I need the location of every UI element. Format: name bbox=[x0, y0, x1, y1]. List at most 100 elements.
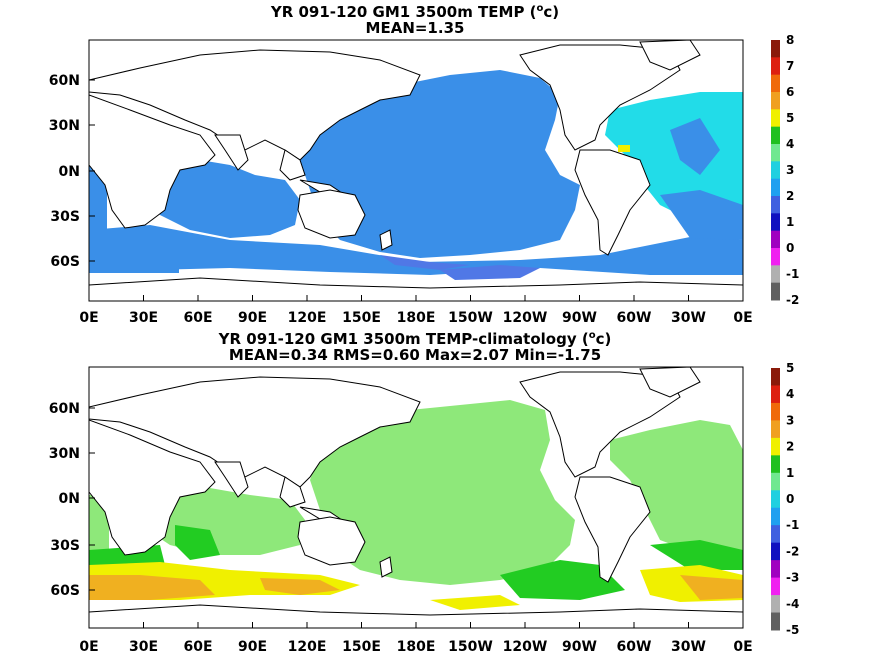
colorbar-swatch bbox=[771, 126, 780, 145]
lon-label: 0E bbox=[733, 310, 752, 326]
colorbar-label: 0 bbox=[786, 241, 794, 255]
lat-label: 30S bbox=[50, 209, 80, 225]
colorbar-label: -1 bbox=[786, 267, 799, 281]
colorbar-label: -3 bbox=[786, 571, 799, 585]
colorbar-label: 2 bbox=[786, 189, 794, 203]
colorbar-swatch bbox=[771, 161, 780, 180]
colorbar-label: 8 bbox=[786, 33, 794, 47]
colorbar-swatch bbox=[771, 74, 780, 93]
top-colorbar: 8 7 6 5 4 3 2 1 0 -1 -2 bbox=[771, 33, 799, 307]
lon-label: 60W bbox=[617, 310, 652, 326]
lon-label: 0E bbox=[79, 310, 98, 326]
lon-label: 60W bbox=[617, 639, 652, 655]
lon-label: 30E bbox=[129, 310, 158, 326]
lon-label: 120W bbox=[503, 639, 548, 655]
colorbar-swatch bbox=[771, 420, 780, 439]
colorbar-swatch bbox=[771, 213, 780, 232]
bottom-map-title: YR 091-120 GM1 3500m TEMP-climatology (o… bbox=[218, 330, 612, 348]
colorbar-label: 4 bbox=[786, 387, 794, 401]
lon-label: 180E bbox=[397, 310, 436, 326]
colorbar-swatch bbox=[771, 144, 780, 162]
colorbar-label: -2 bbox=[786, 544, 799, 558]
colorbar-swatch bbox=[771, 368, 780, 386]
colorbar-swatch bbox=[771, 437, 780, 456]
lon-label: 150W bbox=[448, 639, 493, 655]
top-map bbox=[89, 40, 743, 301]
colorbar-swatch bbox=[771, 455, 780, 474]
lat-label: 30S bbox=[50, 538, 80, 554]
colorbar-swatch bbox=[771, 385, 780, 404]
lon-label: 150E bbox=[342, 639, 381, 655]
lon-label: 120E bbox=[288, 310, 327, 326]
top-map-subtitle: MEAN=1.35 bbox=[365, 19, 465, 37]
colorbar-swatch bbox=[771, 577, 780, 596]
colorbar-label: 1 bbox=[786, 466, 794, 480]
lon-label: 150E bbox=[342, 310, 381, 326]
lat-label: 60S bbox=[50, 254, 80, 270]
colorbar-swatch bbox=[771, 542, 780, 561]
colorbar-label: -5 bbox=[786, 623, 799, 637]
colorbar-label: 1 bbox=[786, 215, 794, 229]
lat-label: 60S bbox=[50, 583, 80, 599]
colorbar-swatch bbox=[771, 282, 780, 301]
bottom-lon-labels: 0E 30E 60E 90E 120E 150E 180E 150W 120W 90W 60W 30W… bbox=[79, 622, 753, 655]
lon-label: 0E bbox=[79, 639, 98, 655]
lon-label: 60E bbox=[183, 639, 212, 655]
top-southern-band bbox=[89, 225, 743, 275]
top-indian-field bbox=[140, 160, 300, 238]
colorbar-label: 5 bbox=[786, 111, 794, 125]
lon-label: 30E bbox=[129, 639, 158, 655]
colorbar-label: 5 bbox=[786, 361, 794, 375]
colorbar-label: 3 bbox=[786, 413, 794, 427]
lat-label: 0N bbox=[59, 164, 80, 180]
colorbar-label: -4 bbox=[786, 597, 799, 611]
colorbar-swatch bbox=[771, 612, 780, 631]
colorbar-swatch bbox=[771, 525, 780, 544]
colorbar-swatch bbox=[771, 230, 780, 249]
bottom-atlantic-field bbox=[610, 420, 743, 560]
colorbar-label: 3 bbox=[786, 163, 794, 177]
colorbar-label: -2 bbox=[786, 293, 799, 307]
lon-label: 60E bbox=[183, 310, 212, 326]
lat-label: 60N bbox=[49, 401, 80, 417]
colorbar-swatch bbox=[771, 57, 780, 76]
lat-label: 30N bbox=[49, 446, 80, 462]
colorbar-swatch bbox=[771, 40, 780, 58]
lat-label: 60N bbox=[49, 73, 80, 89]
bottom-pacific-field bbox=[310, 400, 575, 585]
lon-label: 120E bbox=[288, 639, 327, 655]
lon-label: 90E bbox=[238, 639, 267, 655]
lon-label: 30W bbox=[671, 310, 706, 326]
colorbar-label: 2 bbox=[786, 440, 794, 454]
bottom-colorbar: 5 4 3 2 1 0 -1 -2 -3 -4 -5 bbox=[771, 361, 799, 637]
bottom-map bbox=[89, 367, 743, 628]
colorbar-swatch bbox=[771, 595, 780, 614]
colorbar-swatch bbox=[771, 490, 780, 509]
lon-label: 90W bbox=[562, 639, 597, 655]
colorbar-label: 6 bbox=[786, 85, 794, 99]
top-pacific-field bbox=[300, 70, 580, 258]
bottom-map-subtitle: MEAN=0.34 RMS=0.60 Max=2.07 Min=-1.75 bbox=[228, 346, 602, 364]
colorbar-label: 7 bbox=[786, 59, 794, 73]
colorbar-swatch bbox=[771, 196, 780, 214]
colorbar-swatch bbox=[771, 472, 780, 491]
colorbar-swatch bbox=[771, 248, 780, 266]
lon-label: 180E bbox=[397, 639, 436, 655]
lon-label: 90W bbox=[562, 310, 597, 326]
colorbar-swatch bbox=[771, 402, 780, 421]
top-lon-labels: 0E 30E 60E 90E 120E 150E 180E 150W 120W 90W 60W 30W… bbox=[79, 295, 753, 326]
colorbar-swatch bbox=[771, 507, 780, 526]
colorbar-swatch bbox=[771, 178, 780, 197]
top-lat-labels: 60N 30N 0N 30S 60S bbox=[49, 73, 95, 270]
lon-label: 90E bbox=[238, 310, 267, 326]
lon-label: 0E bbox=[733, 639, 752, 655]
bottom-lat-labels: 60N 30N 0N 30S 60S bbox=[49, 401, 95, 599]
top-map-title: YR 091-120 GM1 3500m TEMP (oc) bbox=[270, 3, 560, 21]
colorbar-label: 4 bbox=[786, 137, 794, 151]
lon-label: 120W bbox=[503, 310, 548, 326]
colorbar-swatch bbox=[771, 265, 780, 284]
colorbar-swatch bbox=[771, 109, 780, 128]
lat-label: 30N bbox=[49, 118, 80, 134]
lat-label: 0N bbox=[59, 491, 80, 507]
